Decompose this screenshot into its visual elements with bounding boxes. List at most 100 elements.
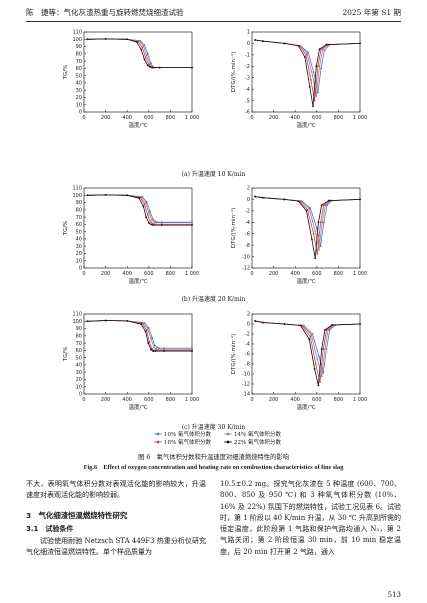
series-point-0 [318, 355, 320, 358]
series-point-3 [154, 350, 157, 352]
x-tick-label: 800 [334, 115, 344, 121]
series-point-2 [312, 232, 315, 235]
y-axis-label: TG/% [63, 347, 69, 363]
series-point-3 [317, 221, 320, 224]
series-point-0 [316, 91, 319, 94]
x-tick-label: 400 [122, 397, 132, 403]
series-line-2 [255, 196, 361, 254]
x-tick-label: 0 [250, 271, 253, 277]
series-point-3 [145, 216, 147, 218]
series-point-3 [297, 44, 300, 47]
x-tick-label: 1 000 [353, 397, 367, 403]
x-tick-label: 0 [250, 115, 253, 121]
series-point-0 [320, 67, 323, 70]
series-line-1 [255, 196, 361, 250]
series-point-3 [150, 348, 152, 351]
subcaption-c: (c) 升温速度 30 K/min [181, 424, 246, 431]
series-point-3 [86, 38, 89, 41]
x-tick-label: 200 [269, 397, 279, 403]
series-point-1 [144, 201, 147, 204]
x-tick-label: 1 000 [353, 271, 367, 277]
series-point-1 [155, 222, 158, 224]
x-tick-label: 200 [101, 115, 111, 121]
series-point-3 [314, 257, 317, 260]
series-point-1 [152, 345, 155, 348]
series-point-2 [313, 99, 316, 102]
series-point-3 [325, 43, 328, 46]
series-point-3 [359, 198, 361, 201]
series-point-3 [254, 195, 257, 198]
y-tick-label: -2 [245, 209, 250, 215]
series-point-1 [191, 222, 193, 224]
y-tick-label: 0 [79, 392, 82, 398]
series-point-1 [324, 348, 326, 350]
series-point-3 [191, 66, 193, 69]
series-point-1 [320, 375, 323, 378]
x-tick-label: 200 [269, 271, 279, 277]
y-tick-label: 50 [76, 355, 82, 361]
series-point-3 [147, 342, 150, 344]
y-axis-label: DTG/(%·min⁻¹) [230, 208, 237, 248]
y-tick-label: 0 [79, 266, 82, 272]
series-point-0 [328, 329, 331, 331]
y-tick-label: 110 [72, 186, 82, 192]
y-tick-label: 40 [76, 237, 82, 243]
series-line-2 [87, 320, 192, 351]
paragraph-test-conditions: 10.5±0.2 mg。探究气化灰渣在 5 种温度 (600、700、800、8… [220, 480, 401, 556]
series-point-3 [283, 198, 286, 201]
subcaption-a: (a) 升温速度 10 K/min [181, 171, 246, 178]
y-tick-label: 2 [247, 186, 250, 192]
y-tick-label: 0 [247, 322, 250, 328]
x-tick-label: 800 [334, 271, 344, 277]
series-point-3 [297, 200, 300, 203]
series-point-1 [308, 207, 311, 210]
plot-frame [251, 31, 361, 113]
series-point-3 [261, 196, 264, 199]
series-point-0 [312, 71, 315, 73]
series-point-3 [311, 238, 313, 241]
series-point-3 [320, 204, 323, 207]
x-axis-label: 温度/℃ [296, 121, 315, 129]
x-tick-label: 800 [166, 271, 176, 277]
series-point-3 [318, 48, 321, 51]
header-authors-title: 陈 捷等：气化灰渣热重与旋转燃焚烧细渣试验 [26, 8, 184, 17]
paragraph-test-setup: 试验使用耐驰 Netzsch STA 449F3 热重分析仪研究气化细渣恒温燃烧… [26, 537, 206, 557]
x-tick-label: 600 [144, 271, 154, 277]
series-point-3 [327, 199, 330, 202]
y-tick-label: 10 [76, 102, 82, 108]
y-tick-label: -8 [245, 243, 250, 249]
series-point-1 [316, 358, 319, 360]
series-line-2 [87, 38, 192, 68]
series-point-1 [315, 95, 318, 97]
chart-b-dtg: 0 200 400 600 800 1 000 -12 -10 -8 -6 -4 -2 0 2 温度/℃ DT… [230, 186, 367, 285]
series-point-3 [191, 350, 193, 352]
series-point-1 [314, 229, 317, 232]
subcaption-b: (b) 升温速度 20 K/min [181, 296, 246, 303]
series-point-3 [152, 224, 155, 226]
series-point-2 [306, 208, 309, 211]
series-point-3 [163, 350, 165, 352]
y-tick-label: -6 [245, 110, 250, 116]
series-point-3 [148, 66, 151, 68]
legend-markers [154, 432, 232, 444]
x-axis-label: 温度/℃ [128, 403, 147, 411]
series-point-0 [153, 344, 156, 347]
series-point-0 [146, 52, 149, 55]
chart-a-dtg: 0 200 400 600 800 1 000 -6 -5 -4 -3 -2 -1 0 1 温度/℃ DTG/… [230, 30, 367, 129]
y-axis-label: TG/% [63, 221, 69, 237]
y-tick-label: 2 [247, 312, 250, 318]
x-tick-label: 1 000 [353, 115, 367, 121]
y-tick-label: -2 [245, 332, 250, 338]
series-point-2 [305, 53, 307, 56]
series-point-2 [145, 329, 148, 331]
y-tick-label: 100 [72, 319, 82, 325]
y-tick-label: 20 [76, 95, 82, 101]
y-tick-label: -4 [245, 220, 250, 226]
series-point-2 [149, 220, 152, 223]
y-tick-label: 70 [76, 215, 82, 221]
series-point-0 [325, 348, 328, 350]
series-point-0 [323, 49, 326, 52]
y-tick-label: 60 [76, 348, 82, 354]
x-tick-label: 600 [312, 115, 322, 121]
